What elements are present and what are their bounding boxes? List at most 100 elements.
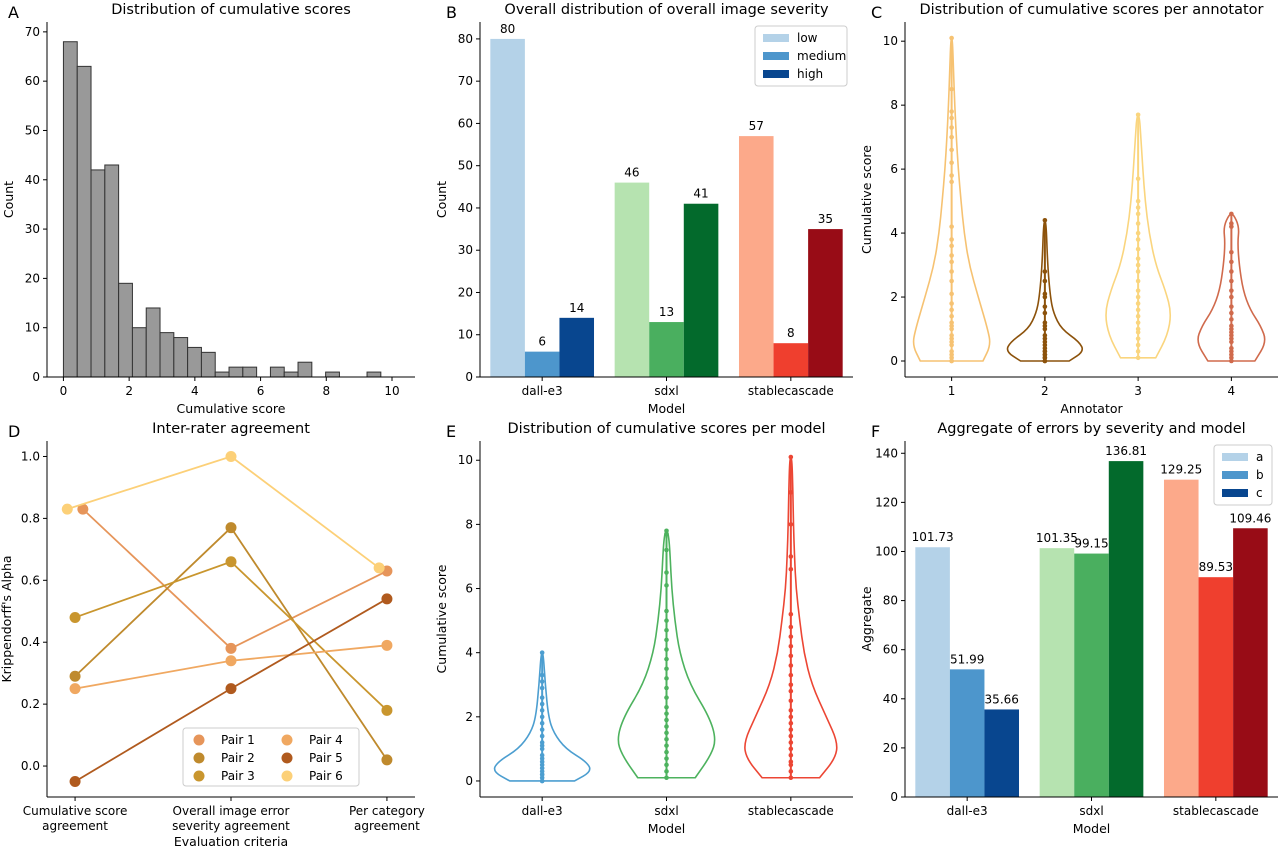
data-point [1042,342,1048,348]
data-point [664,637,669,643]
y-tick-label: 70 [458,74,473,88]
data-point [664,528,669,534]
legend-swatch [763,52,789,60]
data-label: 89.53 [1199,560,1233,574]
data-point [949,86,954,92]
x-axis-label: Cumulative score [177,401,286,416]
x-tick-label: 6 [257,384,265,398]
y-tick-label: 40 [25,173,40,187]
panel-e: dall-e3 sdxl stablecascade 0 2 4 6 8 10 Distribut… [434,421,853,836]
bar-stablecascade-high [808,229,843,377]
y-tick-label: 2 [465,710,473,724]
data-point [539,695,545,700]
data-label: 41 [693,187,708,201]
legend-label: high [797,67,823,81]
data-point [949,358,954,364]
data-point [788,746,794,752]
y-tick-label: 10 [883,34,898,48]
data-label: 99.15 [1074,537,1108,551]
data-label: 35.66 [985,692,1019,706]
data-point [1229,339,1234,345]
legend-marker [193,734,205,746]
data-point [949,179,954,185]
y-tick-label: 140 [875,446,898,460]
y-tick-label: 60 [25,74,40,88]
series-marker [225,556,237,568]
y-tick-label: 30 [25,222,40,236]
chart-title: Inter-rater agreement [152,421,310,437]
series-marker [61,503,73,515]
data-point [664,656,669,662]
data-point [664,695,669,700]
hist-bar [325,371,340,378]
data-point [539,769,545,774]
data-point [949,253,954,258]
y-tick-label: 80 [458,32,473,46]
data-point [1229,329,1234,335]
x-tick-label: 4 [1228,384,1236,398]
data-point [1135,205,1141,210]
panel-letter-d: D [8,422,20,441]
series-marker [225,655,237,667]
data-point [1042,320,1048,325]
bar-sdxl-high [683,203,719,377]
data-point [788,733,794,739]
data-point [1042,345,1048,351]
panel-letter-a: A [8,3,19,22]
data-point [1229,221,1234,226]
data-point [539,727,545,732]
y-tick-label: 70 [25,25,40,39]
legend-swatch [763,34,789,42]
data-point [788,727,794,732]
data-point [949,339,954,345]
data-point [1229,269,1234,274]
data-point [664,627,669,633]
data-point [949,355,954,361]
series-marker [225,642,237,654]
data-point [1042,278,1048,284]
data-point [1229,326,1234,332]
hist-bar [159,332,175,378]
legend: low medium high [754,25,848,87]
y-tick-label: 20 [883,741,898,755]
x-tick-label: sdxl [1079,804,1103,818]
bar-stablecascade-a [1163,479,1199,797]
hist-bar [90,169,106,378]
data-point [1135,211,1141,217]
x-tick-label: severity agreement [172,819,290,833]
data-point [539,720,545,726]
data-point [664,762,669,768]
x-tick-label: 2 [125,384,133,398]
y-tick-label: 0.6 [21,573,40,587]
data-point [1042,310,1048,316]
data-point [949,342,954,348]
y-tick-label: 6 [465,582,473,596]
bar-sdxl-a [1039,548,1075,797]
data-point [949,147,954,153]
hist-bar [297,361,313,378]
data-point [949,352,954,357]
x-axis-label: Model [648,401,686,416]
data-point [788,554,794,559]
data-point [664,743,669,748]
x-tick-label: 3 [1134,384,1142,398]
bar-stablecascade-low [738,136,774,377]
data-point [664,547,669,553]
y-tick-label: 1.0 [21,449,40,463]
panel-letter-c: C [871,3,882,22]
data-point [949,307,954,313]
data-point [949,291,954,297]
data-point [788,611,794,617]
data-point [539,708,545,713]
x-axis-label: Evaluation criteria [174,834,288,849]
y-axis-label: Cumulative score [859,145,874,254]
y-tick-label: 0 [890,354,898,368]
data-point [788,720,794,726]
chart-title: Distribution of cumulative scores per an… [919,2,1263,18]
y-tick-label: 8 [890,98,898,112]
data-point [949,326,954,332]
data-point [664,756,669,761]
